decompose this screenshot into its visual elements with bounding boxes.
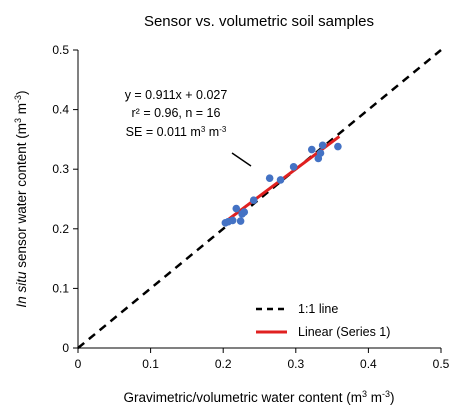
- x-axis-label: Gravimetric/volumetric water content (m3…: [123, 389, 394, 405]
- y-tick-label: 0.3: [52, 162, 69, 176]
- chart-title: Sensor vs. volumetric soil samples: [144, 13, 374, 30]
- data-point: [265, 174, 274, 182]
- data-point: [289, 163, 298, 171]
- y-tick-label: 0.1: [52, 281, 69, 295]
- y-tick-label: 0.4: [52, 103, 69, 117]
- annotation-r2: r² = 0.96, n = 16: [132, 106, 221, 120]
- data-point: [334, 142, 342, 151]
- y-tick-label: 0.5: [52, 43, 69, 57]
- x-tick-label: 0.5: [433, 357, 450, 371]
- y-axis-label: In situ sensor water content (m3 m-3): [13, 90, 29, 307]
- legend-label-1to1: 1:1 line: [298, 302, 338, 316]
- series-points: [221, 141, 342, 227]
- annotation-leader-line: [231, 152, 252, 167]
- legend-label-linear: Linear (Series 1): [298, 325, 390, 339]
- data-point: [240, 208, 249, 216]
- y-tick-label: 0.2: [52, 222, 69, 236]
- x-tick-label: 0.1: [142, 357, 159, 371]
- data-point: [276, 176, 285, 184]
- plot-area: [77, 50, 441, 349]
- data-point: [316, 149, 325, 157]
- data-point: [249, 196, 258, 204]
- annotation: y = 0.911x + 0.027 r² = 0.96, n = 16 SE …: [125, 88, 252, 167]
- data-point: [232, 204, 241, 213]
- legend: 1:1 line Linear (Series 1): [256, 302, 390, 339]
- annotation-equation: y = 0.911x + 0.027: [125, 88, 228, 102]
- annotation-se: SE = 0.011 m3 m-3: [126, 125, 227, 140]
- y-tick-label: 0: [62, 341, 69, 355]
- x-tick-label: 0.4: [360, 357, 377, 371]
- x-ticks: 0 0.1 0.2 0.3 0.4 0.5: [75, 348, 450, 371]
- y-ticks: 0 0.1 0.2 0.3 0.4 0.5: [52, 43, 78, 355]
- data-point: [236, 217, 245, 225]
- data-point: [307, 145, 316, 154]
- x-tick-label: 0.3: [287, 357, 304, 371]
- data-point: [318, 141, 327, 150]
- x-tick-label: 0.2: [215, 357, 232, 371]
- x-tick-label: 0: [75, 357, 82, 371]
- data-point: [228, 216, 237, 225]
